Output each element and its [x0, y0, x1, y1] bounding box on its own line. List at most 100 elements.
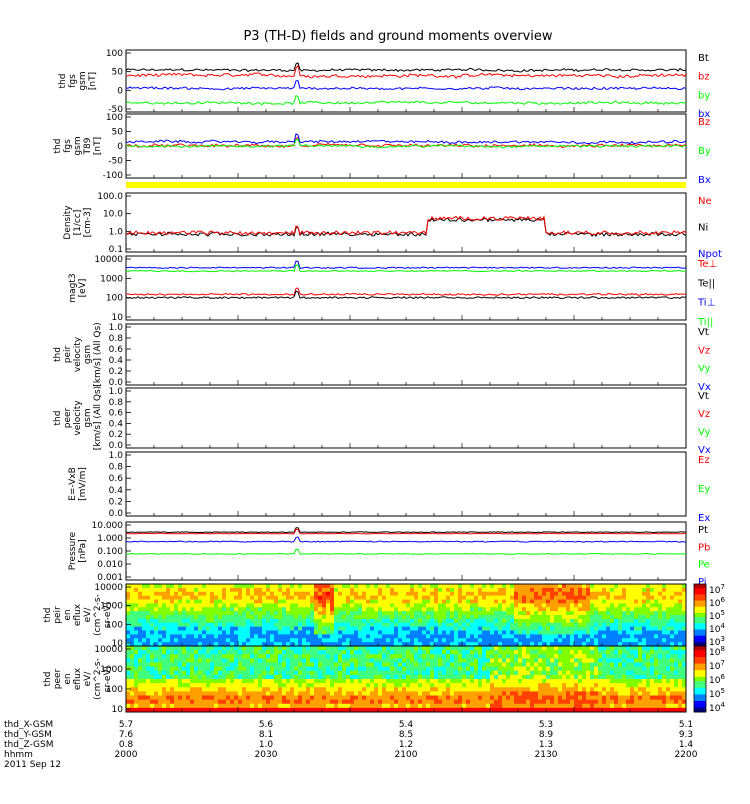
x-axis-value: 1.4 [679, 740, 694, 750]
heatmap-cell [266, 687, 271, 692]
heatmap-cell [598, 695, 603, 701]
heatmap-cell [258, 679, 263, 684]
heatmap-cell [614, 638, 619, 643]
heatmap-cell [146, 607, 151, 612]
heatmap-cell [674, 662, 679, 668]
heatmap-cell [570, 611, 575, 616]
heatmap-cell [130, 599, 135, 604]
heatmap-cell [274, 642, 279, 647]
heatmap-cell [142, 650, 147, 655]
heatmap-cell [678, 618, 683, 624]
heatmap-cell [294, 615, 299, 620]
heatmap-cell [138, 587, 143, 593]
heatmap-cell [462, 595, 467, 601]
heatmap-cell [670, 679, 675, 684]
heatmap-cell [422, 618, 427, 624]
heatmap-cell [682, 691, 687, 697]
heatmap-cell [450, 654, 455, 659]
heatmap-cell [226, 683, 231, 688]
heatmap-cell [622, 584, 627, 589]
heatmap-cell [134, 703, 139, 709]
heatmap-cell [270, 670, 275, 676]
heatmap-cell [582, 699, 587, 705]
heatmap-cell [342, 587, 347, 593]
heatmap-cell [678, 691, 683, 697]
heatmap-cell [354, 626, 359, 632]
heatmap-cell [526, 615, 531, 620]
heatmap-cell [542, 595, 547, 601]
heatmap-cell [134, 670, 139, 676]
heatmap-cell [218, 603, 223, 608]
heatmap-cell [170, 687, 175, 692]
heatmap-cell [166, 630, 171, 635]
heatmap-cell [546, 662, 551, 668]
heatmap-cell [310, 695, 315, 701]
heatmap-cell [414, 646, 419, 651]
heatmap-cell [146, 687, 151, 692]
heatmap-cell [614, 683, 619, 688]
heatmap-cell [206, 674, 211, 680]
heatmap-cell [286, 642, 291, 647]
legend-entry: Pe [698, 560, 710, 571]
heatmap-cell [570, 666, 575, 672]
heatmap-cell [198, 703, 203, 709]
heatmap-cell [378, 662, 383, 668]
heatmap-cell [630, 603, 635, 608]
heatmap-cell [418, 650, 423, 655]
heatmap-cell [286, 670, 291, 676]
heatmap-cell [266, 654, 271, 659]
heatmap-cell [518, 603, 523, 608]
heatmap-cell [334, 611, 339, 616]
heatmap-cell [434, 662, 439, 668]
heatmap-cell [402, 695, 407, 701]
legend-entry: Vx [698, 445, 711, 456]
heatmap-cell [382, 584, 387, 589]
heatmap-cell [618, 666, 623, 672]
heatmap-cell [354, 670, 359, 676]
heatmap-cell [482, 615, 487, 620]
heatmap-cell [678, 670, 683, 676]
heatmap-cell [214, 679, 219, 684]
heatmap-cell [682, 599, 687, 604]
heatmap-cell [646, 611, 651, 616]
heatmap-cell [166, 695, 171, 701]
legend-entry: bx [698, 109, 710, 120]
heatmap-cell [578, 630, 583, 635]
heatmap-cell [430, 707, 435, 713]
heatmap-cell [350, 615, 355, 620]
heatmap-cell [666, 691, 671, 697]
heatmap-cell [538, 679, 543, 684]
heatmap-cell [486, 662, 491, 668]
heatmap-cell [486, 634, 491, 639]
heatmap-cell [450, 611, 455, 616]
y-axis-label: peir [63, 345, 73, 363]
heatmap-cell [538, 654, 543, 659]
heatmap-cell [130, 674, 135, 680]
heatmap-cell [162, 611, 167, 616]
heatmap-cell [126, 662, 131, 668]
heatmap-cell [434, 634, 439, 639]
heatmap-cell [394, 618, 399, 624]
x-axis-value: 5.1 [679, 720, 693, 730]
heatmap-cell [514, 611, 519, 616]
heatmap-cell [418, 679, 423, 684]
heatmap-cell [258, 584, 263, 589]
heatmap-cell [274, 587, 279, 593]
heatmap-cell [630, 599, 635, 604]
heatmap-cell [490, 658, 495, 664]
heatmap-cell [238, 658, 243, 664]
heatmap-cell [174, 615, 179, 620]
heatmap-cell [430, 654, 435, 659]
colorbar-cell [694, 659, 706, 662]
heatmap-cell [678, 638, 683, 643]
heatmap-cell [678, 699, 683, 705]
heatmap-cell [322, 691, 327, 697]
heatmap-cell [338, 607, 343, 612]
heatmap-cell [198, 654, 203, 659]
series-line-Te⊥ [125, 287, 687, 296]
heatmap-cell [542, 683, 547, 688]
heatmap-cell [602, 595, 607, 601]
heatmap-cell [474, 591, 479, 597]
heatmap-cell [178, 595, 183, 601]
heatmap-cell [294, 599, 299, 604]
